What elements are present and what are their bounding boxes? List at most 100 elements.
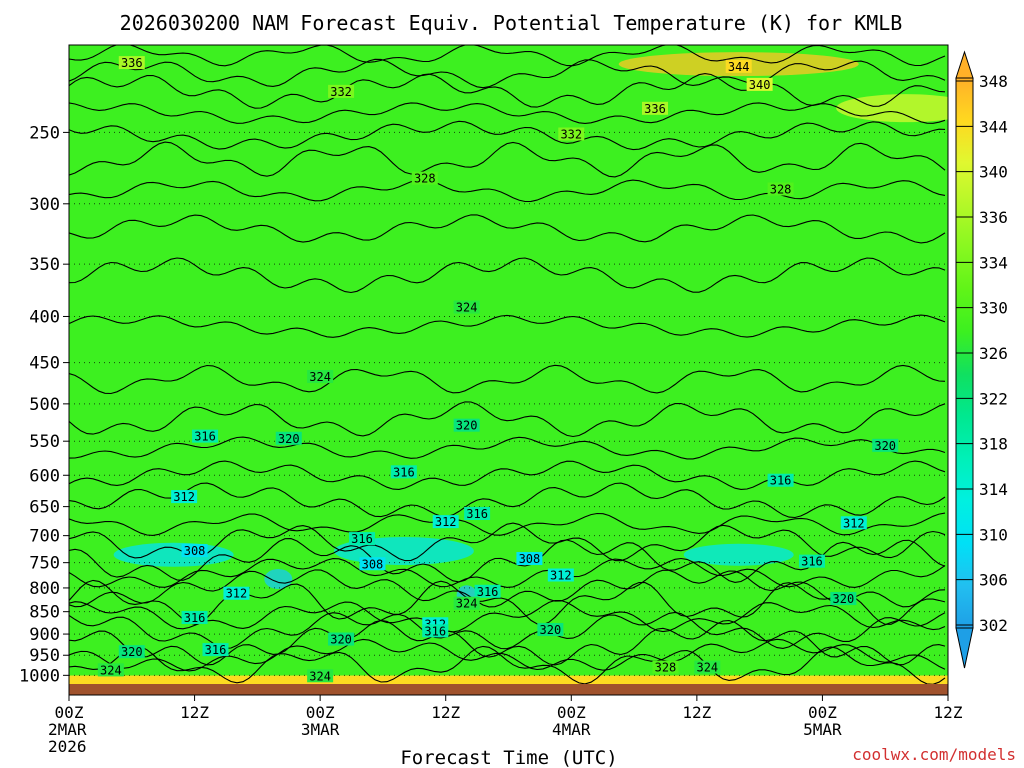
contour-label: 312 [226, 587, 248, 601]
contour-line [69, 557, 946, 588]
contour-line [69, 460, 946, 490]
y-tick-label: 450 [29, 354, 60, 374]
contour-label-bg [181, 544, 208, 558]
x-tick-label: 12Z [180, 703, 209, 722]
colorbar-label: 326 [979, 344, 1008, 363]
contour-line [69, 638, 946, 672]
contour-label-bg [725, 59, 752, 73]
colorbar-label: 340 [979, 163, 1008, 182]
contour-label-bg [223, 586, 250, 600]
contour-line [69, 141, 946, 178]
contour-line [69, 599, 946, 633]
contour-label: 320 [456, 419, 478, 433]
contour-line [69, 178, 946, 203]
contour-label-bg [453, 300, 480, 314]
y-tick-label: 300 [29, 195, 60, 215]
high-theta-e-top [836, 94, 948, 123]
contour-label: 324 [309, 669, 331, 683]
contour-label: 324 [456, 301, 478, 315]
contour-label-bg [328, 84, 355, 98]
contour-label: 324 [696, 661, 718, 675]
y-tick-label: 900 [29, 625, 60, 645]
contour-label-bg [411, 171, 438, 185]
colorbar-label: 306 [979, 571, 1008, 590]
contour-label-bg [432, 515, 459, 529]
contour-label: 324 [309, 370, 331, 384]
contour-line [69, 436, 946, 460]
contour-line [69, 401, 946, 438]
y-tick-label: 800 [29, 579, 60, 599]
x-tick-label: 12Z [682, 703, 711, 722]
low-theta-e-pocket [683, 543, 794, 566]
contour-label-bg [118, 645, 145, 659]
contour-line [69, 214, 946, 244]
contour-label-bg [453, 596, 480, 610]
contour-label: 316 [194, 430, 216, 444]
contour-line [69, 512, 946, 536]
contour-line [69, 257, 946, 294]
contour-label: 332 [560, 128, 582, 142]
y-tick-label: 550 [29, 432, 60, 452]
x-axis-label: Forecast Time (UTC) [400, 747, 617, 768]
contour-label-bg [537, 623, 564, 637]
contour-label: 316 [184, 611, 206, 625]
y-tick-label: 600 [29, 466, 60, 486]
y-tick-label: 500 [29, 395, 60, 415]
colorbar-label: 334 [979, 253, 1008, 272]
colorbar-label: 348 [979, 72, 1008, 91]
contour-line [69, 569, 946, 608]
contour-label: 308 [362, 557, 384, 571]
contour-label: 312 [550, 569, 572, 583]
contour-label-bg [840, 516, 867, 530]
contour-lines [69, 45, 946, 685]
y-axis: 2503003504004505005506006507007508008509… [19, 123, 69, 686]
contour-label-bg [872, 438, 899, 452]
contour-label-bg [390, 465, 417, 479]
contour-label: 320 [121, 645, 143, 659]
colorbar-label: 314 [979, 480, 1008, 499]
colorbar-label: 310 [979, 525, 1008, 544]
x-tick-label: 00Z [306, 703, 335, 722]
colorbar-bottom-arrow [955, 627, 974, 669]
colorbar-label: 322 [979, 389, 1008, 408]
contour-label: 316 [205, 643, 227, 657]
contour-label: 316 [424, 624, 446, 638]
y-tick-label: 700 [29, 527, 60, 547]
contour-label: 328 [414, 172, 436, 186]
contour-line [69, 73, 946, 109]
y-tick-label: 1000 [19, 666, 60, 686]
contour-label-bg [453, 418, 480, 432]
y-tick-label: 950 [29, 646, 60, 666]
contour-label: 320 [330, 633, 352, 647]
contour-line [69, 102, 946, 124]
contour-label-bg [307, 669, 334, 683]
low-theta-e-core [264, 569, 293, 590]
contour-label-bg [202, 643, 229, 657]
contour-line [69, 314, 946, 338]
contour-label-bg [746, 77, 773, 91]
contour-line [69, 522, 946, 562]
contour-label-bg [694, 660, 721, 674]
ground-strip [69, 684, 948, 695]
contour-label: 336 [644, 102, 666, 116]
contour-label-bg [798, 554, 825, 568]
x-tick-label: 2MAR [48, 720, 87, 739]
contour-line [69, 482, 946, 519]
contour-label-bg [642, 101, 668, 115]
chart-title: 2026030200 NAM Forecast Equiv. Potential… [120, 11, 903, 35]
contour-line [69, 619, 946, 666]
contour-label-bg [516, 552, 543, 566]
x-tick-label: 2026 [48, 737, 87, 756]
colorbar-label: 302 [979, 616, 1008, 635]
colorbar: 302 306 310 314 318 322 326 330 334 336 340 344 348 [955, 50, 1008, 669]
colorbar-label: 336 [979, 208, 1008, 227]
contour-label-bg [830, 591, 857, 605]
contour-label-bg [652, 660, 679, 674]
y-tick-label: 750 [29, 554, 60, 574]
contour-label: 316 [801, 555, 823, 569]
field-background [69, 45, 948, 685]
contour-label-bg [118, 56, 145, 70]
